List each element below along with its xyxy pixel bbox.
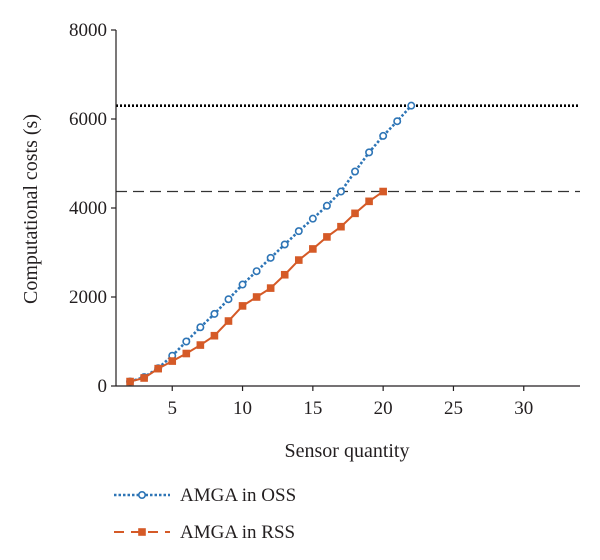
x-ticks: 5 10 15 20 25 30	[167, 386, 533, 419]
series-line	[129, 190, 384, 383]
data-point	[238, 280, 247, 289]
series-1	[126, 101, 416, 386]
x-tick-label: 25	[444, 398, 463, 419]
data-point	[266, 284, 275, 292]
data-point	[322, 201, 331, 210]
legend-marker	[138, 490, 147, 499]
data-point	[379, 187, 387, 196]
x-tick-label: 30	[514, 398, 533, 419]
y-tick-label: 2000	[69, 287, 107, 308]
series-2	[126, 187, 387, 386]
data-point	[336, 187, 345, 196]
data-point	[238, 302, 247, 310]
data-point	[309, 245, 317, 253]
series-layer	[126, 101, 416, 386]
data-point	[351, 167, 360, 176]
data-point	[280, 240, 289, 249]
data-point	[196, 341, 205, 349]
data-point	[224, 295, 233, 304]
x-axis-title: Sensor quantity	[285, 440, 410, 462]
reference-lines	[116, 104, 580, 193]
data-point	[337, 222, 345, 231]
data-point	[393, 117, 402, 126]
y-tick-label: 6000	[69, 109, 107, 130]
data-point	[365, 148, 374, 157]
y-tick-label: 8000	[69, 20, 107, 41]
data-point	[224, 317, 233, 325]
data-point	[323, 233, 331, 241]
y-tick-label: 4000	[69, 198, 107, 219]
x-tick-label: 10	[233, 398, 252, 419]
data-point	[365, 197, 373, 206]
data-point	[154, 364, 162, 373]
series-line	[129, 104, 413, 383]
data-point	[280, 270, 289, 279]
data-point	[252, 267, 261, 276]
data-point	[182, 337, 191, 346]
legend-label: AMGA in RSS	[180, 522, 295, 543]
legend: AMGA in OSS AMGA in RSS	[114, 485, 296, 543]
data-point	[379, 131, 388, 140]
data-point	[196, 323, 205, 332]
y-axis-title: Computational costs (s)	[20, 114, 42, 304]
legend-item: AMGA in RSS	[114, 522, 295, 543]
data-point	[210, 309, 219, 318]
data-point	[210, 331, 219, 340]
data-point	[252, 293, 261, 301]
data-point	[351, 209, 359, 218]
x-tick-label: 15	[303, 398, 322, 419]
data-point	[168, 357, 177, 365]
data-point	[294, 256, 303, 264]
legend-marker	[138, 528, 146, 536]
x-tick-label: 20	[374, 398, 393, 419]
data-point	[140, 374, 148, 382]
data-point	[407, 101, 416, 110]
data-point	[266, 253, 275, 262]
data-point	[126, 377, 134, 386]
y-ticks: 0 2000 4000 6000 8000	[69, 20, 116, 397]
y-tick-label: 0	[98, 376, 108, 397]
legend-label: AMGA in OSS	[180, 485, 296, 506]
data-point	[308, 214, 317, 223]
data-point	[294, 227, 303, 236]
legend-item: AMGA in OSS	[114, 485, 296, 506]
x-tick-label: 5	[167, 398, 177, 419]
data-point	[182, 349, 191, 358]
